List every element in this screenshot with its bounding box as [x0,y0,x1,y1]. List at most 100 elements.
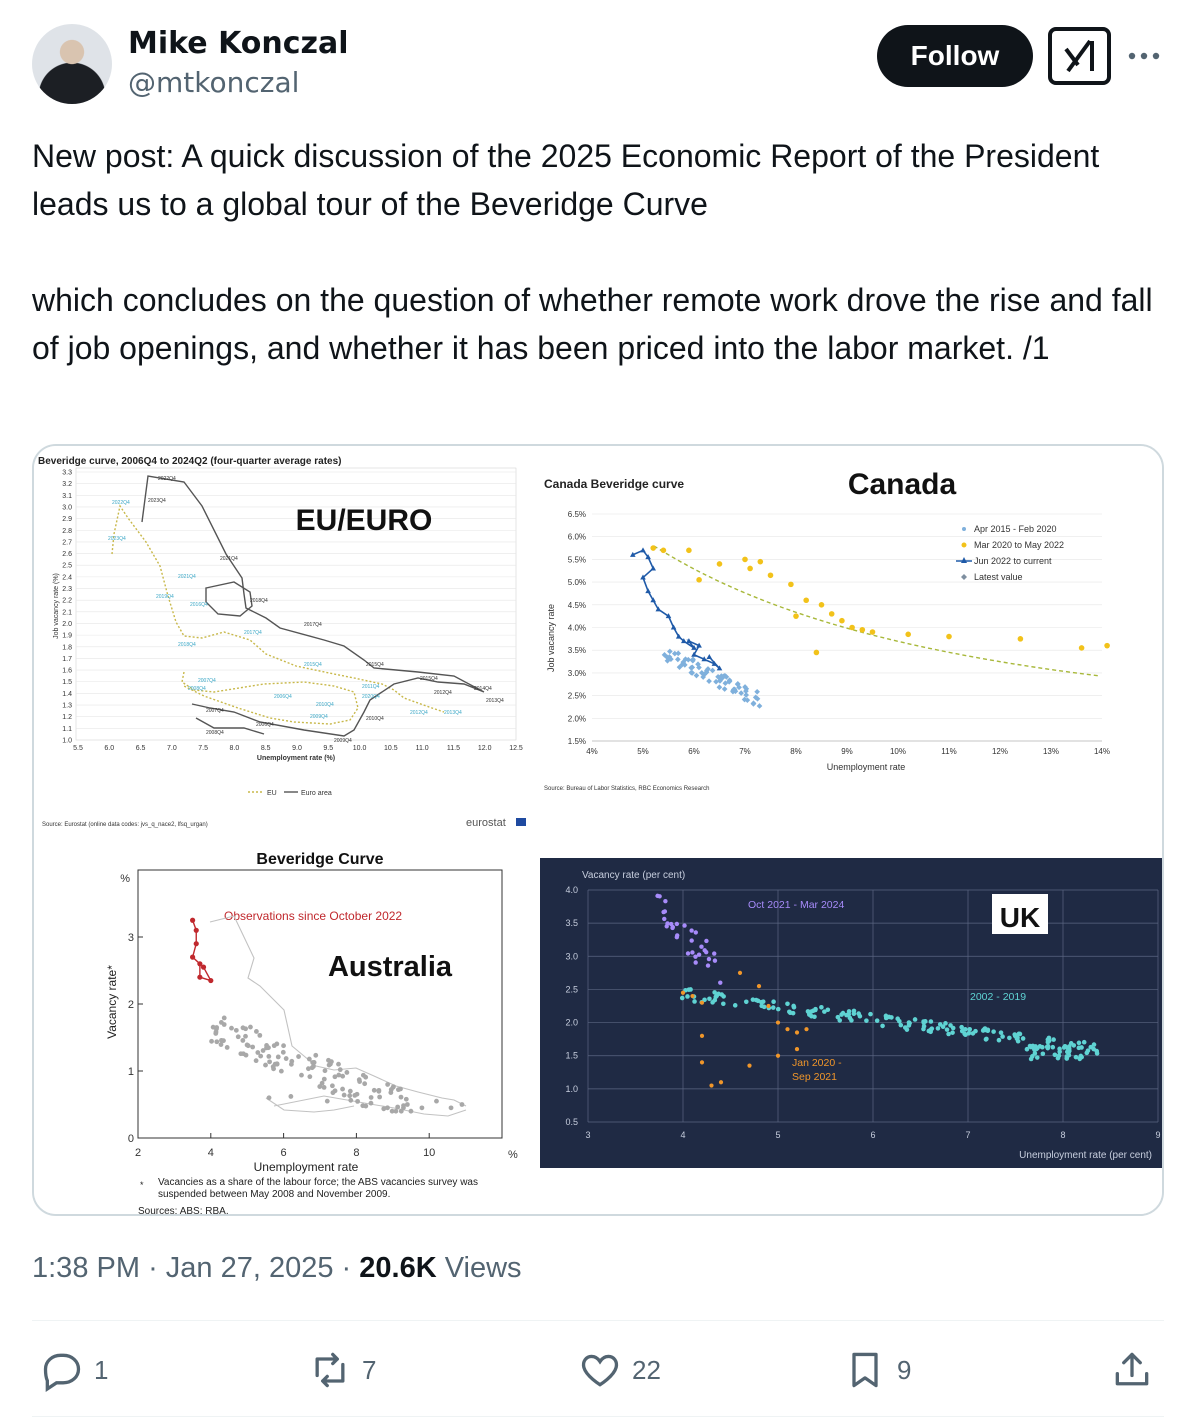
australia-grey-point [419,1105,425,1111]
eu-y-tick: 1.1 [62,726,72,733]
australia-grey-point [229,1025,234,1031]
eu-x-tick: 11.0 [416,745,429,752]
uk-x-tick: 6 [870,1130,875,1140]
uk-purple-point [689,938,694,943]
uk-teal-point [822,1009,827,1014]
uk-purple-point [674,934,680,940]
canada-x-tick: 13% [1043,747,1059,756]
canada-lightblue-point [742,684,748,690]
svg-text:2018Q4: 2018Q4 [250,598,268,604]
uk-teal-point [1007,1035,1012,1041]
australia-grey-point [243,1052,249,1058]
tweet-date[interactable]: Jan 27, 2025 [165,1252,334,1284]
eu-y-tick: 1.2 [62,714,72,721]
eu-y-tick: 3.1 [62,493,72,500]
uk-purple-point [685,951,691,956]
uk-teal-point [1064,1054,1070,1059]
uk-teal-point [946,1031,951,1037]
grok-button[interactable] [1048,27,1111,85]
canada-yellow-point [813,649,820,656]
australia-grey-point [381,1106,387,1112]
uk-teal-point [906,1020,912,1025]
australia-grey-point [340,1086,345,1092]
canada-big-label: Canada [848,468,957,501]
reply-button[interactable]: 1 [40,1348,108,1392]
author-name[interactable]: Mike Konczal [128,26,349,61]
eu-y-tick: 2.2 [62,598,72,605]
uk-teal-point [883,1013,889,1019]
share-button[interactable] [1110,1348,1154,1392]
canada-x-tick: 11% [941,747,956,756]
uk-y-tick: 2.0 [565,1018,578,1028]
canada-yellow-point [757,558,764,565]
canada-darkblue-point [650,565,656,571]
uk-teal-point [707,996,712,1002]
like-button[interactable]: 22 [578,1348,661,1392]
repost-button[interactable]: 7 [308,1348,376,1392]
canada-darkblue-point [630,551,636,557]
author-handle[interactable]: @mtkonczal [128,66,300,99]
canada-x-tick: 8% [790,747,802,756]
australia-grey-point [214,1039,220,1045]
divider [32,1320,1164,1321]
svg-text:2023Q4: 2023Q4 [108,536,126,542]
uk-teal-point [759,1003,764,1009]
australia-panel: Beveridge Curve % 0 1 2 3 2 4 6 8 10 % Vacancy … [105,851,518,1216]
uk-teal-point [1073,1054,1079,1060]
australia-grey-point [393,1108,399,1114]
australia-grey-point [377,1094,383,1100]
beveridge-curves-composite: Beveridge curve, 2006Q4 to 2024Q2 (four-… [34,446,1162,1216]
canada-lightblue-point [706,678,712,685]
follow-button[interactable]: Follow [877,25,1033,87]
canada-lightblue-point [675,656,681,663]
uk-purple-point [689,928,694,933]
uk-teal-point [716,991,721,997]
australia-grey-point [404,1102,410,1107]
canada-lightblue-point [756,703,763,709]
canada-darkblue-point [691,644,697,650]
australia-x-tick: 2 [135,1147,141,1159]
australia-y-tick: 2 [128,999,134,1011]
more-options-icon[interactable] [1124,36,1164,76]
uk-teal-point [898,1022,904,1028]
tweet-time[interactable]: 1:38 PM [32,1252,140,1284]
eu-y-tick: 1.9 [62,633,72,640]
like-count: 22 [632,1354,661,1385]
uk-teal-point [819,1004,824,1010]
uk-label-recent: Oct 2021 - Mar 2024 [748,899,844,911]
eu-y-tick: 2.0 [62,621,72,628]
svg-text:2007Q4: 2007Q4 [206,708,224,714]
uk-teal-point [721,1001,726,1007]
uk-teal-point [921,1020,927,1025]
uk-big-label: UK [1000,902,1040,933]
divider [32,1416,1164,1417]
uk-teal-point [685,994,690,999]
canada-lightblue-point [709,667,716,674]
australia-grey-point [368,1095,374,1100]
grok-icon [1063,39,1094,73]
canada-lightblue-point [688,669,695,676]
eu-y-tick: 2.7 [62,539,72,546]
uk-teal-point [847,1015,853,1021]
canada-darkblue-point [711,660,718,666]
australia-sources: Sources: ABS; RBA. [138,1206,229,1216]
bookmark-button[interactable]: 9 [843,1348,911,1392]
canada-lightblue-point [718,673,725,679]
uk-purple-point [663,898,668,904]
tweet-media-image[interactable]: Beveridge curve, 2006Q4 to 2024Q2 (four-… [32,444,1164,1216]
australia-grey-point [398,1086,403,1092]
canada-y-tick: 1.5% [568,737,586,746]
canada-lightblue-point [688,664,695,671]
uk-teal-point [770,1005,776,1010]
uk-teal-point [982,1026,988,1031]
canada-y-tick: 6.0% [568,533,586,542]
australia-grey-point [260,1048,266,1053]
uk-teal-point [1084,1050,1090,1056]
uk-orange-point [766,1003,771,1009]
author-avatar[interactable] [32,24,112,104]
uk-teal-point [1016,1031,1022,1037]
eu-source: Source: Eurostat (online data codes: jvs… [42,822,208,828]
heart-icon [581,1354,619,1387]
australia-grey-point [210,1024,216,1030]
canada-xlabel: Unemployment rate [827,762,906,772]
